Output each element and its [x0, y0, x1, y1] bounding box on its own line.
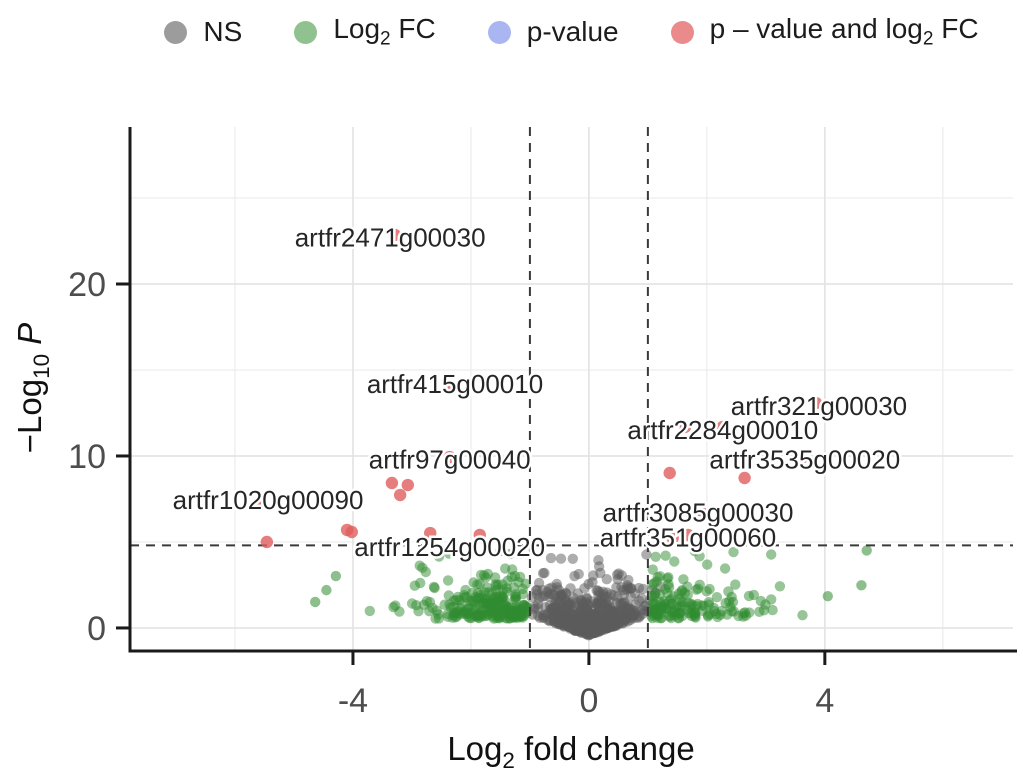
y-tick-label: 0 — [87, 610, 106, 648]
legend-item-ns: NS — [164, 16, 242, 48]
legend-dot-ns — [164, 20, 188, 44]
gene-label: artfr3535g00020 — [709, 444, 900, 474]
threshold-lines — [130, 127, 1013, 651]
gene-label: artfr415g00010 — [367, 369, 543, 399]
x-tick-label: -4 — [338, 682, 368, 720]
legend-item-p-and-log2fc: p – value and log2 FC — [670, 13, 979, 51]
legend-label-p-and-log2fc: p – value and log2 FC — [709, 13, 979, 50]
legend-dot-pvalue — [487, 20, 511, 44]
y-axis-title: −Log10 P — [11, 322, 54, 454]
scatter-points-significant — [253, 228, 823, 549]
gridlines-major — [130, 127, 1013, 651]
scatter-points-fc-right — [646, 545, 808, 624]
legend-dot-log2fc — [294, 20, 318, 44]
y-tick-label: 20 — [68, 266, 106, 304]
scatter-points-green-outliers — [310, 545, 872, 608]
legend-label-ns: NS — [203, 16, 243, 47]
legend-label-pvalue: p-value — [526, 16, 619, 47]
gene-label: artfr2471g00030 — [295, 223, 486, 253]
x-tick-label: 4 — [815, 682, 834, 720]
scatter-points-fc-left — [364, 545, 533, 624]
legend-label-log2fc: Log2 FC — [333, 13, 436, 50]
gene-label: artfr321g00030 — [731, 391, 907, 421]
gene-labels: artfr2471g00030 artfr415g00010 artfr97g000… — [170, 220, 910, 565]
legend: NS Log2 FC p-value p – value and log2 FC — [130, 12, 1013, 52]
x-tick-label: 0 — [579, 682, 598, 720]
gridlines-minor — [130, 127, 1013, 651]
axes — [116, 127, 1017, 665]
legend-item-pvalue: p-value — [487, 16, 619, 48]
gene-label: artfr1254g00020 — [354, 532, 545, 562]
x-axis-title: Log2 fold change — [447, 730, 695, 773]
legend-dot-p-and-log2fc — [670, 20, 694, 44]
gene-label: artfr3085g00030 — [603, 498, 794, 528]
legend-item-log2fc: Log2 FC — [294, 13, 436, 51]
gene-label: artfr97g00040 — [369, 444, 531, 474]
gene-label: artfr351g00060 — [600, 523, 776, 553]
tick-labels: -4 0 4 0 10 20 — [68, 266, 834, 720]
y-tick-label: 10 — [68, 438, 106, 476]
scatter-points-ns-center — [518, 549, 668, 641]
gene-label: artfr1020g00090 — [173, 485, 364, 515]
gene-label: artfr2284g00010 — [627, 415, 818, 445]
